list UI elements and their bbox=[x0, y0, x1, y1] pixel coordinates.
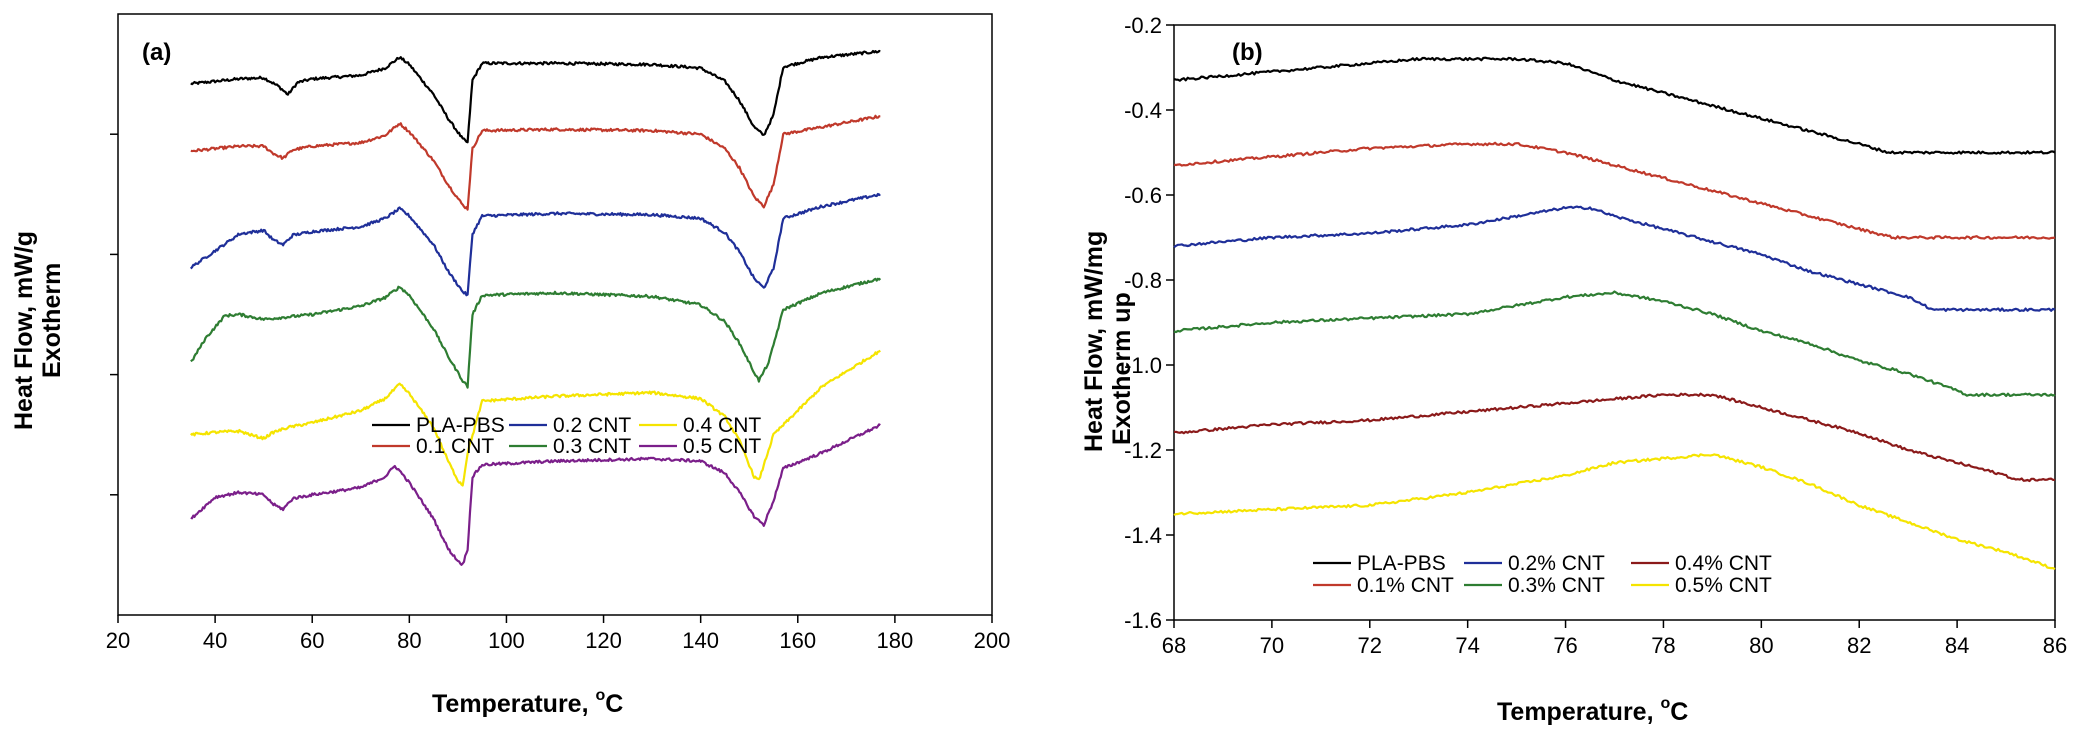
panel-a-x-tick-label: 160 bbox=[779, 628, 816, 653]
panel-a-x-tick-label: 40 bbox=[203, 628, 227, 653]
panel-a-label: (a) bbox=[142, 39, 171, 66]
panel-a-legend-label-0-5-cnt: 0.5 CNT bbox=[683, 435, 761, 458]
panel-a-x-ticks: 20 40 60 80 100 120 140 160 180 200 bbox=[106, 615, 1011, 653]
panel-a-x-axis-title-main: Temperature, bbox=[432, 690, 595, 718]
panel-b-y-axis-title-line2: Exotherm up bbox=[1108, 292, 1136, 445]
panel-a-y-axis-title-line2: Exotherm bbox=[38, 263, 66, 378]
panel-a-x-tick-label: 80 bbox=[397, 628, 421, 653]
panel-b-y-axis-title-line1: Heat Flow, mW/mg bbox=[1080, 231, 1108, 452]
panel-a-x-tick-label: 20 bbox=[106, 628, 130, 653]
panel-a-chart: 20 40 60 80 100 120 140 160 180 200 (a) Heat Flow… bbox=[10, 13, 1011, 718]
panel-a-x-tick-label: 200 bbox=[974, 628, 1011, 653]
panel-b-y-tick-label: -0.4 bbox=[1124, 98, 1162, 123]
panel-b-y-tick-label: -0.6 bbox=[1124, 183, 1162, 208]
panel-b-x-ticks: 68 70 72 74 76 78 80 82 84 86 bbox=[1162, 620, 2067, 658]
panel-a-x-tick-label: 120 bbox=[585, 628, 622, 653]
panel-b-x-tick-label: 76 bbox=[1553, 633, 1577, 658]
panel-b-x-tick-label: 86 bbox=[2043, 633, 2067, 658]
panel-a-series-0-2-cnt bbox=[189, 192, 881, 297]
panel-a-series-0-3-cnt bbox=[190, 277, 882, 389]
panel-b-x-tick-label: 68 bbox=[1162, 633, 1186, 658]
panel-a-x-tick-label: 100 bbox=[488, 628, 525, 653]
panel-b-series-lines bbox=[1173, 56, 2056, 571]
panel-a-y-ticks bbox=[110, 133, 118, 496]
panel-a-y-axis-title-line1: Heat Flow, mW/g bbox=[10, 231, 38, 430]
panel-b-x-axis-title: Temperature, oC bbox=[1497, 695, 1688, 726]
panel-b-legend-label-0-2pct-cnt: 0.2% CNT bbox=[1508, 552, 1605, 575]
panel-b-x-tick-label: 78 bbox=[1651, 633, 1675, 658]
panel-a-legend-label-0-1-cnt: 0.1 CNT bbox=[416, 435, 494, 458]
panel-b-y-tick-label: -1.4 bbox=[1124, 523, 1162, 548]
panel-a-series-0-1-cnt bbox=[190, 114, 881, 211]
panel-b-x-tick-label: 70 bbox=[1260, 633, 1284, 658]
panel-b-label: (b) bbox=[1232, 39, 1263, 66]
panel-a-legend-label-0-4-cnt: 0.4 CNT bbox=[683, 414, 761, 437]
panel-a-x-axis-title-degree: o bbox=[595, 687, 605, 704]
panel-b-x-axis-title-unit: C bbox=[1670, 698, 1688, 726]
panel-b-x-tick-label: 74 bbox=[1455, 633, 1479, 658]
panel-b-x-tick-label: 72 bbox=[1358, 633, 1382, 658]
panel-b-x-axis-title-degree: o bbox=[1660, 695, 1670, 712]
panel-b-x-tick-label: 82 bbox=[1847, 633, 1871, 658]
panel-b-legend-label-pla-pbs: PLA-PBS bbox=[1357, 552, 1446, 575]
panel-a-series-pla-pbs bbox=[190, 49, 881, 144]
panel-a-x-tick-label: 140 bbox=[682, 628, 719, 653]
panel-a-x-axis-title: Temperature, oC bbox=[432, 687, 623, 718]
panel-b-y-tick-label: -0.8 bbox=[1124, 268, 1162, 293]
panel-b-legend-label-0-4pct-cnt: 0.4% CNT bbox=[1675, 552, 1772, 575]
panel-b-plot-frame bbox=[1173, 24, 2056, 621]
panel-a-legend-label-pla-pbs: PLA-PBS bbox=[416, 414, 505, 437]
panel-b-chart: 68 70 72 74 76 78 80 82 84 86 -1.6 -1.4 -1.2 -1.0 -0.… bbox=[1080, 13, 2067, 726]
panel-a-series-lines bbox=[189, 49, 882, 566]
panel-b-y-tick-label: -1.6 bbox=[1124, 608, 1162, 633]
panel-a-legend-label-0-2-cnt: 0.2 CNT bbox=[553, 414, 631, 437]
panel-a-series-0-5-cnt bbox=[190, 423, 881, 566]
panel-a-x-axis-title-unit: C bbox=[605, 690, 623, 718]
panel-b-series-0-4pct-cnt bbox=[1173, 392, 2056, 483]
panel-b-series-pla-pbs bbox=[1173, 56, 2056, 155]
panel-a-plot-frame bbox=[117, 13, 993, 616]
panel-a-x-tick-label: 60 bbox=[300, 628, 324, 653]
panel-b-series-0-2pct-cnt bbox=[1173, 205, 2056, 313]
panel-b-y-tick-label: -1.2 bbox=[1124, 438, 1162, 463]
panel-b-x-tick-label: 84 bbox=[1945, 633, 1969, 658]
panel-b-y-tick-label: -0.2 bbox=[1124, 13, 1162, 38]
panel-a-x-tick-label: 180 bbox=[877, 628, 914, 653]
panel-a-legend-label-0-3-cnt: 0.3 CNT bbox=[553, 435, 631, 458]
panel-b-series-0-1pct-cnt bbox=[1173, 141, 2056, 240]
panel-b-x-axis-title-main: Temperature, bbox=[1497, 698, 1660, 726]
panel-b-y-tick-label: -1.0 bbox=[1124, 353, 1162, 378]
panel-b-x-tick-label: 80 bbox=[1749, 633, 1773, 658]
panel-b-y-ticks: -1.6 -1.4 -1.2 -1.0 -0.8 -0.6 -0.4 -0.2 bbox=[1124, 13, 1174, 633]
panel-b-series-0-5pct-cnt bbox=[1173, 453, 2056, 571]
panel-b-legend-label-0-3pct-cnt: 0.3% CNT bbox=[1508, 574, 1605, 597]
panel-b-series-0-3pct-cnt bbox=[1173, 290, 2056, 398]
panel-a-series-0-4-cnt bbox=[190, 349, 881, 487]
panel-b-legend-label-0-1pct-cnt: 0.1% CNT bbox=[1357, 574, 1454, 597]
panel-b-legend-label-0-5pct-cnt: 0.5% CNT bbox=[1675, 574, 1772, 597]
